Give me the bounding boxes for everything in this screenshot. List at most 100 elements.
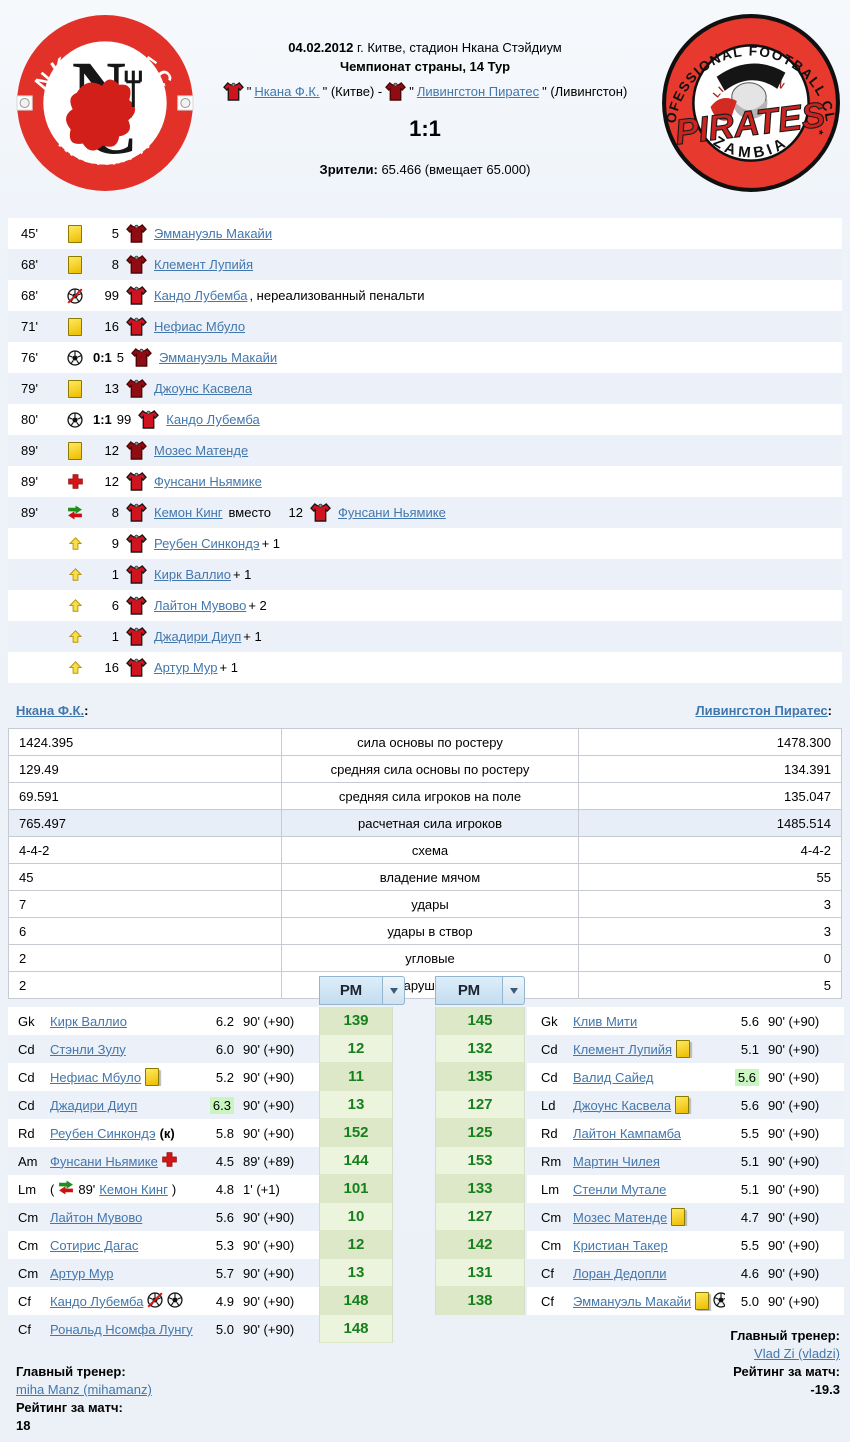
stats-row: 129.49 средняя сила основы по ростеру 134.… — [8, 755, 842, 783]
away-coach-link[interactable]: Vlad Zi (vladzi) — [754, 1346, 840, 1361]
player-link[interactable]: Мартин Чилея — [573, 1153, 660, 1169]
player-link[interactable]: Рональд Нсомфа Лунгу — [50, 1321, 193, 1337]
away-stat-value: 134.391 — [578, 755, 842, 783]
player-link[interactable]: Артур Мур — [154, 660, 218, 675]
away-shirt-icon — [126, 255, 147, 274]
team-shirt — [126, 441, 147, 460]
pm-value-cell: 144 — [319, 1147, 393, 1175]
pm-filter-dropdown[interactable]: РМ — [319, 976, 405, 1005]
player-link[interactable]: Сотирис Дагас — [50, 1237, 139, 1253]
player-link[interactable]: Лайтон Мувово — [50, 1209, 143, 1225]
home-coach-link[interactable]: miha Manz (mihamanz) — [16, 1382, 152, 1397]
player-link[interactable]: Эммануэль Макайи — [154, 226, 273, 241]
player-link[interactable]: Кандо Лубемба — [50, 1293, 144, 1309]
player-event-icon-wrap — [695, 1292, 710, 1310]
away-stat-value: 135.047 — [578, 782, 842, 810]
lineup-row: Cm Кристиан Такер 5.5 90' (+90) — [527, 1231, 844, 1259]
event-icon-cell — [57, 441, 93, 460]
player-link[interactable]: Стенли Мутале — [573, 1181, 667, 1197]
captain-mark: (к) — [159, 1125, 175, 1141]
pm-filter-dropdown[interactable]: РМ — [435, 976, 525, 1005]
player-number: 9 — [111, 536, 119, 551]
home-team-link[interactable]: Нкана Ф.К. — [16, 703, 85, 718]
player-link[interactable]: Эммануэль Макайи — [573, 1293, 692, 1309]
event-row: 68' 99 Кандо Лубемба, нереализованный пена… — [8, 280, 842, 311]
event-icon-cell — [57, 411, 93, 428]
pm-value-cell: 127 — [435, 1091, 525, 1119]
pm-dropdown-button[interactable] — [383, 976, 405, 1005]
event-minute: 68' — [21, 288, 38, 303]
player-minutes: 90' (+90) — [768, 1293, 820, 1309]
player-link[interactable]: Реубен Синкондэ — [50, 1125, 156, 1141]
away-team-link[interactable]: Ливингстон Пиратес — [416, 83, 540, 99]
event-icon-cell — [57, 630, 93, 643]
lineup-row: Cf Кандо Лубемба 4.9 90' (+90) — [8, 1287, 319, 1315]
player-minutes: 89' (+89) — [243, 1153, 295, 1169]
player-name-cell: Стэнли Зулу — [50, 1042, 200, 1057]
bench-bonus-icon — [68, 568, 82, 581]
player-link[interactable]: Эммануэль Макайи — [159, 350, 278, 365]
player-link[interactable]: Реубен Синкондэ — [154, 536, 260, 551]
player-link[interactable]: Кандо Лубемба — [154, 288, 248, 303]
teams-line-text: " — [409, 83, 414, 99]
player-link[interactable]: Нефиас Мбуло — [50, 1069, 142, 1085]
player-link[interactable]: Артур Мур — [50, 1265, 114, 1281]
event-icon-cell — [57, 568, 93, 581]
home-stat-value: 1424.395 — [8, 728, 282, 756]
player-link[interactable]: Лоран Дедопли — [573, 1265, 667, 1281]
goal-ball-icon — [713, 1291, 725, 1308]
player-link[interactable]: Фунсани Ньямике — [50, 1153, 158, 1169]
stat-label: сила основы по ростеру — [281, 728, 579, 756]
player-link[interactable]: Джоунс Касвела — [154, 381, 253, 396]
player-link[interactable]: Кемон Кинг — [99, 1181, 168, 1197]
player-link[interactable]: Джадири Диуп — [154, 629, 242, 644]
stats-row: 45 владение мячом 55 — [8, 863, 842, 891]
home-shirt-icon — [126, 317, 147, 336]
player-link[interactable]: Нефиас Мбуло — [154, 319, 246, 334]
player-link[interactable]: Валид Сайед — [573, 1069, 654, 1085]
player-link[interactable]: Клемент Лупийя — [154, 257, 254, 272]
away-team-link[interactable]: Ливингстон Пиратес — [695, 703, 828, 718]
player-link[interactable]: Лайтон Кампамба — [573, 1125, 682, 1141]
player-link[interactable]: Стэнли Зулу — [50, 1041, 126, 1057]
pm-value-cell: 12 — [319, 1035, 393, 1063]
player-position: Cm — [18, 1209, 39, 1225]
player-link[interactable]: Фунсани Ньямике — [338, 505, 446, 520]
lineup-row: Cd Стэнли Зулу 6.0 90' (+90) — [8, 1035, 319, 1063]
player-position: Cm — [541, 1237, 562, 1253]
player-link[interactable]: Мозес Матенде — [154, 443, 249, 458]
stat-label: схема — [281, 836, 579, 864]
event-icon-cell — [57, 537, 93, 550]
event-icon-cell — [57, 599, 93, 612]
player-link[interactable]: Кристиан Такер — [573, 1237, 668, 1253]
player-rating: 5.6 — [740, 1097, 759, 1113]
away-pm-column: РМ 145 132 135 127 125 153 133 127 142 131 138 — [435, 976, 525, 1315]
player-link[interactable]: Лайтон Мувово — [154, 598, 247, 613]
player-minutes: 90' (+90) — [768, 1041, 820, 1057]
player-link[interactable]: Клив Мити — [573, 1013, 638, 1029]
player-link[interactable]: Джадири Диуп — [50, 1097, 138, 1113]
lineup-row: Cd Джадири Диуп 6.3 90' (+90) — [8, 1091, 319, 1119]
player-link[interactable]: Кирк Валлио — [154, 567, 231, 582]
away-shirt-icon — [126, 224, 147, 243]
player-link[interactable]: Кемон Кинг — [154, 505, 223, 520]
pm-dropdown-button[interactable] — [503, 976, 525, 1005]
player-link[interactable]: Фунсани Ньямике — [154, 474, 262, 489]
player-link[interactable]: Кандо Лубемба — [166, 412, 260, 427]
player-link[interactable]: Кирк Валлио — [50, 1013, 127, 1029]
player-link[interactable]: Мозес Матенде — [573, 1209, 668, 1225]
player-link[interactable]: Джоунс Касвела — [573, 1097, 672, 1113]
lineup-row: Cm Сотирис Дагас 5.3 90' (+90) — [8, 1231, 319, 1259]
player-minutes: 90' (+90) — [768, 1125, 820, 1141]
home-team-link[interactable]: Нкана Ф.К. — [254, 83, 320, 99]
player-rating: 4.6 — [740, 1265, 759, 1281]
player-position: Cd — [541, 1069, 558, 1085]
lineup-row: Rd Лайтон Кампамба 5.5 90' (+90) — [527, 1119, 844, 1147]
home-shirt-icon — [126, 534, 147, 553]
player-link[interactable]: Клемент Лупийя — [573, 1041, 673, 1057]
lineup-row: Cd Клемент Лупийя 5.1 90' (+90) — [527, 1035, 844, 1063]
player-number: 99 — [116, 412, 132, 427]
player-name-cell: Валид Сайед — [573, 1070, 725, 1085]
player-rating: 5.8 — [215, 1125, 234, 1141]
stats-row: 7 удары 3 — [8, 890, 842, 918]
